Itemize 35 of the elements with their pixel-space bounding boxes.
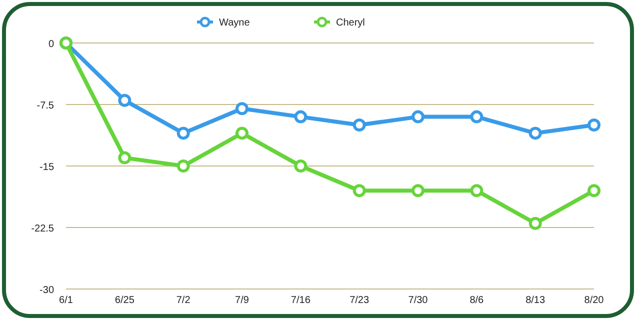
x-tick-label: 6/1: [59, 295, 74, 306]
point: [588, 184, 600, 198]
y-tick-label: -7.5: [36, 100, 54, 112]
y-tick-label: -22.5: [31, 224, 54, 234]
point: [352, 118, 366, 132]
y-tick-label: -15: [40, 162, 54, 173]
y-tick-label: 0: [48, 39, 54, 50]
point: [294, 110, 308, 124]
point: [118, 94, 132, 107]
point: [176, 126, 190, 140]
x-tick-label: 7/9: [235, 295, 250, 306]
x-tick-label: 8/20: [584, 295, 604, 306]
x-tick-label: 8/13: [526, 295, 546, 306]
point: [176, 160, 190, 172]
y-tick-label: -30: [40, 285, 54, 296]
point: [588, 118, 600, 132]
point: [528, 216, 542, 230]
x-tick-label: 6/25: [114, 295, 135, 306]
point: [236, 102, 248, 116]
legend-label: Cheryl: [336, 18, 365, 28]
point: [412, 184, 424, 198]
legend-label: Wayne: [219, 18, 250, 28]
point: [470, 110, 484, 124]
point: [412, 110, 424, 124]
x-tick-label: 7/16: [290, 295, 311, 306]
x-tick-label: 7/2: [176, 295, 191, 306]
point: [118, 151, 132, 164]
point: [236, 126, 248, 140]
point: [528, 126, 542, 140]
x-tick-label: 8/6: [470, 295, 484, 306]
point: [470, 184, 484, 198]
point: [352, 184, 366, 198]
x-tick-label: 7/23: [350, 295, 370, 306]
point: [294, 160, 308, 172]
x-tick-label: 7/30: [408, 295, 428, 306]
